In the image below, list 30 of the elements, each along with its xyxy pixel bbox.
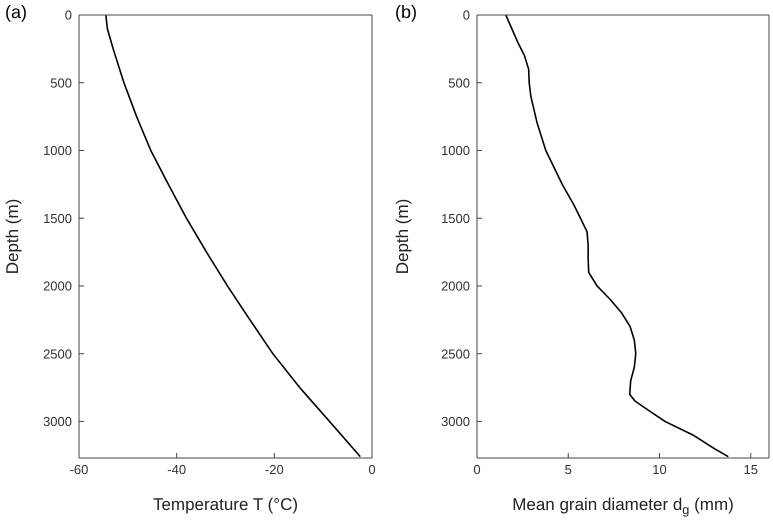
x-tick-label: -20	[264, 462, 284, 478]
line-series	[505, 15, 730, 458]
x-tick-label: 10	[652, 462, 667, 478]
x-tick-label: -40	[167, 462, 186, 478]
y-tick-label: 1000	[43, 143, 72, 158]
x-axis-title: Temperature T (°C)	[152, 495, 298, 514]
y-tick-label: 1000	[441, 143, 470, 158]
x-tick-label: 0	[368, 462, 376, 478]
x-tick-label: 0	[473, 462, 481, 478]
y-axis-title: Depth (m)	[393, 198, 412, 274]
y-tick-label: 2000	[43, 278, 72, 294]
y-tick-label: 3000	[43, 414, 72, 430]
y-tick-label: 500	[50, 75, 72, 90]
y-tick-label: 500	[448, 75, 470, 90]
x-axis-title: Mean grain diameter d$_{g}$ (mm)	[512, 495, 734, 517]
y-tick-label: 1500	[441, 210, 470, 226]
x-tick-label: -60	[70, 462, 88, 478]
line-series	[105, 15, 362, 458]
y-axis-title: Depth (m)	[3, 198, 22, 274]
y-tick-label: 2000	[441, 278, 470, 294]
x-tick-label: 5	[564, 462, 572, 478]
y-tick-label: 2500	[441, 346, 470, 362]
chart-title: (a)	[5, 2, 27, 23]
y-tick-label: 0	[64, 8, 72, 23]
y-tick-label: 0	[462, 8, 470, 23]
chart-title: (b)	[395, 2, 417, 23]
y-tick-label: 2500	[43, 346, 72, 362]
y-tick-label: 1500	[43, 210, 72, 226]
y-tick-label: 3000	[441, 414, 470, 430]
x-tick-label: 15	[744, 462, 758, 478]
